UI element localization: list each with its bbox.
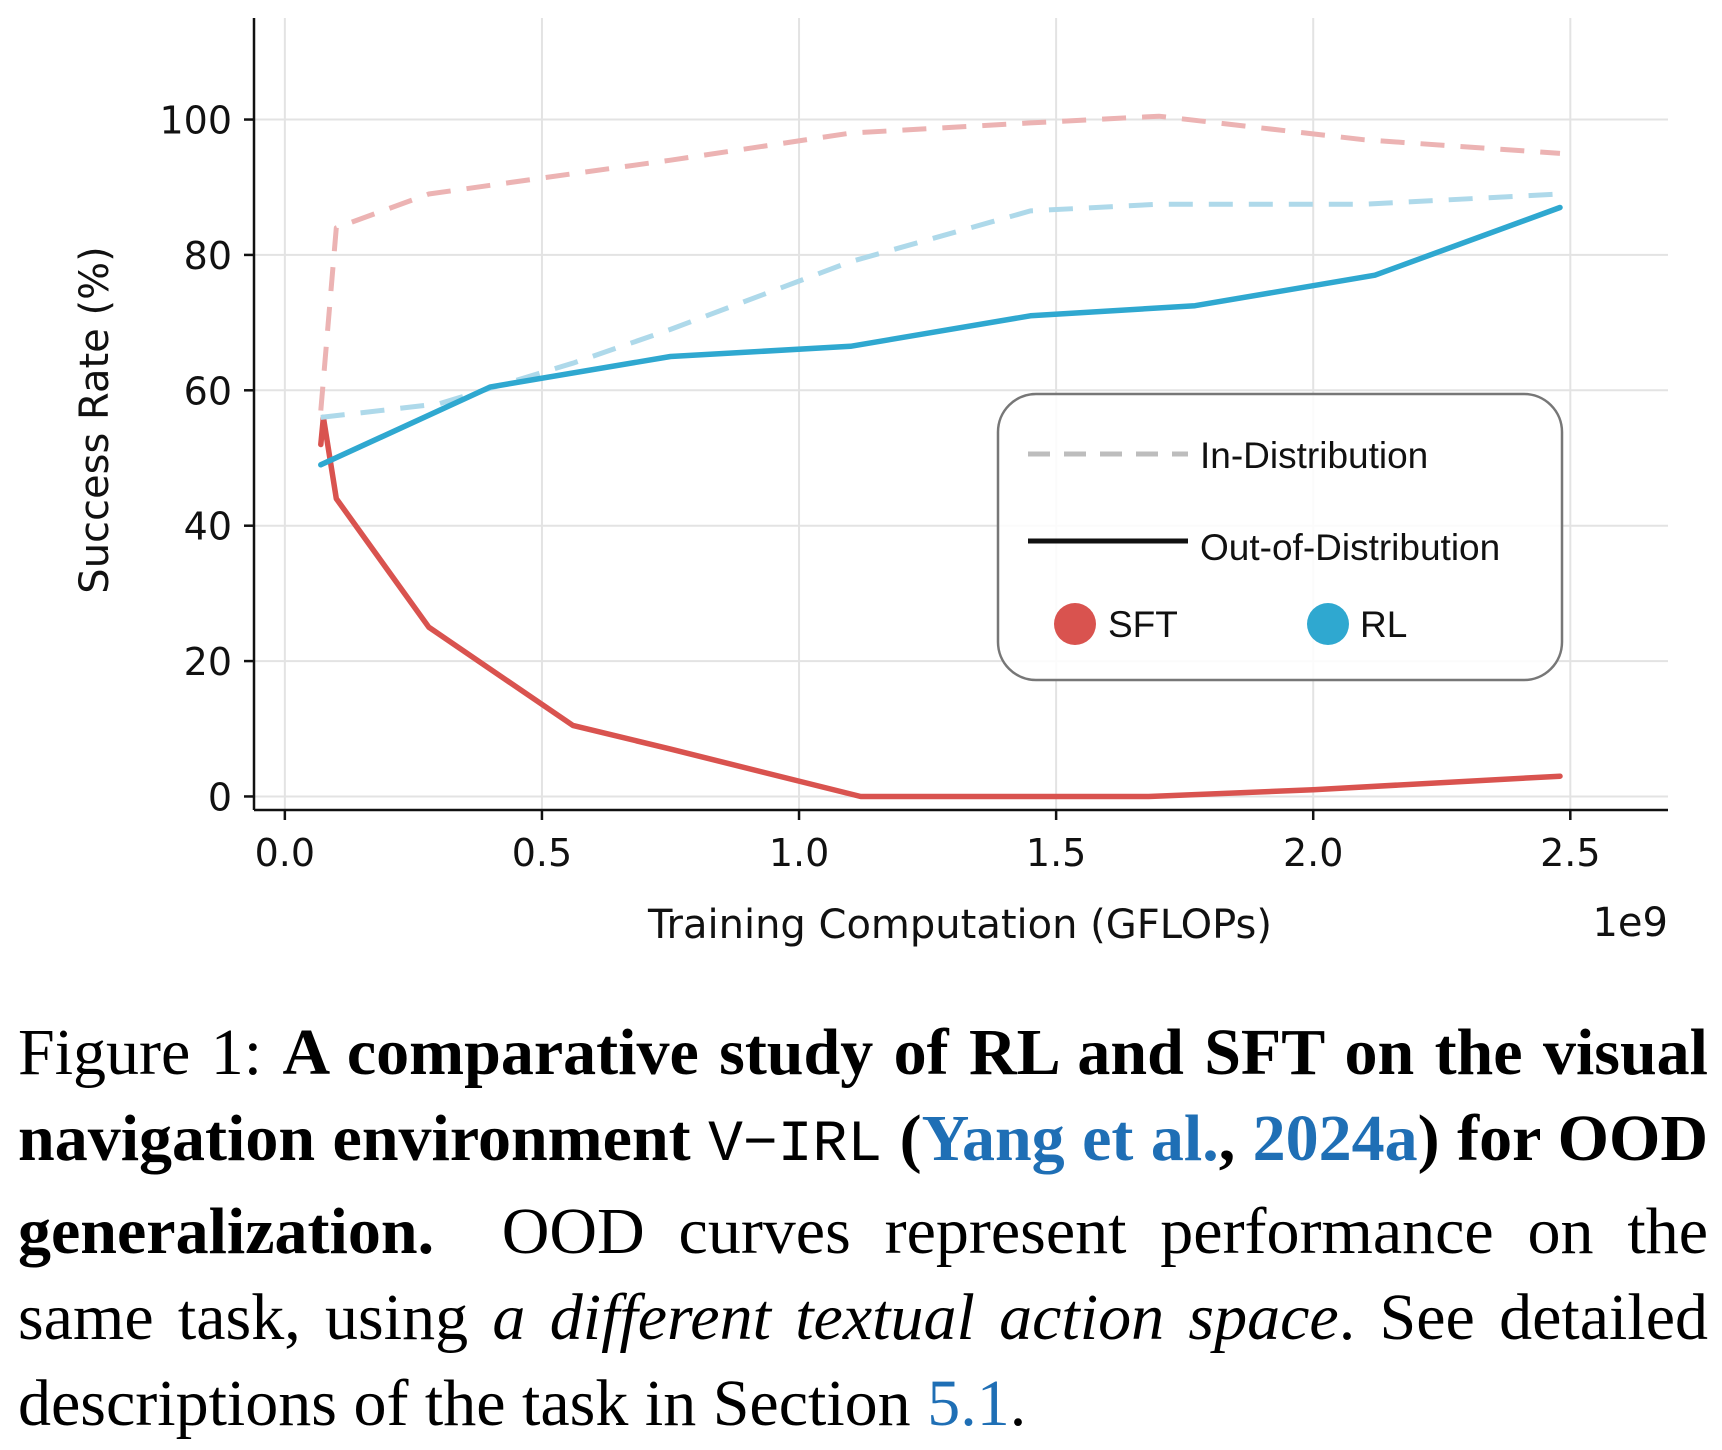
caption-figure-label: Figure 1:: [18, 1016, 263, 1089]
legend-sft: SFT: [1108, 604, 1178, 645]
caption-end: .: [1009, 1367, 1027, 1440]
x-tick-label: 2.0: [1283, 831, 1343, 875]
y-tick-label: 80: [184, 234, 232, 278]
caption-bold-2: for OOD generalization.: [18, 1102, 1709, 1268]
legend-rl: RL: [1360, 604, 1407, 645]
series-line-sft-in-distribution: [318, 113, 1561, 411]
series-layer: [318, 113, 1563, 800]
y-tick-label: 100: [159, 99, 232, 143]
series-line-rl-out-of-distribution: [318, 204, 1563, 468]
caption-cite-sep: ,: [1218, 1102, 1253, 1175]
figure-caption: Figure 1: A comparative study of RL and …: [18, 1010, 1708, 1447]
y-tick-label: 60: [184, 369, 232, 413]
ticks: 0.0 0.5 1.0 1.5 2.0 2.5 0 20 40 60 80 100: [159, 99, 1600, 875]
x-tick-label: 1.0: [769, 831, 829, 875]
caption-cite-year-link[interactable]: 2024a: [1252, 1102, 1418, 1175]
caption-cite-author-link[interactable]: Yang et al.: [921, 1102, 1219, 1175]
y-tick-label: 0: [208, 775, 232, 819]
y-axis-label: Success Rate (%): [72, 246, 118, 593]
caption-env-name: V−IRL: [708, 1113, 883, 1178]
x-tick-label: 0.0: [255, 831, 315, 875]
legend-in-distribution: In-Distribution: [1200, 435, 1428, 476]
legend: In-Distribution Out-of-Distribution SFT …: [996, 392, 1564, 682]
chart: 0.0 0.5 1.0 1.5 2.0 2.5 0 20 40 60 80 100 Training …: [72, 18, 1668, 948]
caption-bold-1: A comparative study of RL and SFT on the…: [18, 1016, 1709, 1175]
x-tick-label: 2.5: [1540, 831, 1600, 875]
caption-body-1: OOD curves represent performance on the …: [18, 1195, 1708, 1354]
legend-out-of-distribution: Out-of-Distribution: [1200, 527, 1500, 568]
caption-cite-close: ): [1417, 1102, 1440, 1175]
caption-italic: a different textual action space: [492, 1281, 1339, 1354]
y-tick-label: 20: [184, 640, 232, 684]
caption-body-2: . See detailed descriptions of the task …: [18, 1281, 1709, 1440]
x-tick-label: 1.5: [1026, 831, 1086, 875]
x-tick-label: 0.5: [512, 831, 572, 875]
x-axis-label: Training Computation (GFLOPs): [647, 902, 1272, 948]
legend-box: [996, 392, 1564, 682]
y-tick-label: 40: [184, 505, 232, 549]
legend-rl-dot-icon: [1307, 603, 1349, 645]
caption-section-link[interactable]: 5.1: [927, 1367, 1010, 1440]
legend-sft-dot-icon: [1054, 603, 1096, 645]
x-multiplier-label: 1e9: [1592, 900, 1668, 946]
caption-cite-open: (: [899, 1102, 922, 1175]
axes: [252, 18, 1668, 812]
